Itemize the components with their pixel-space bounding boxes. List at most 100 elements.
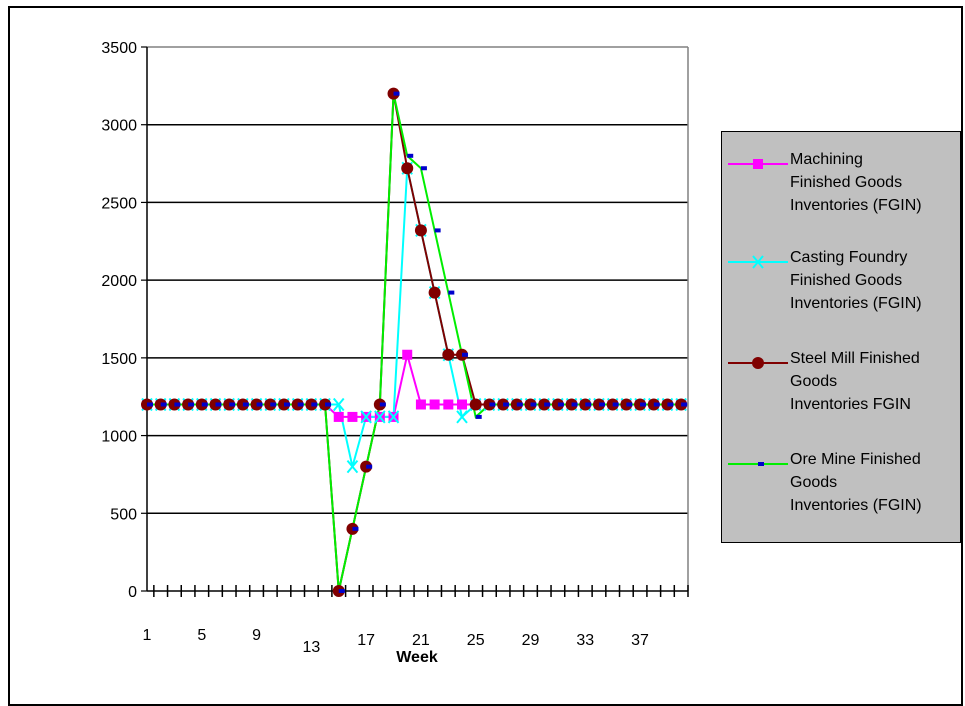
point-steel-mill-week-20 bbox=[401, 162, 414, 175]
legend-swatch-steel-mill bbox=[728, 357, 788, 369]
point-machining-week-21 bbox=[415, 399, 426, 410]
y-tick-label-3000: 3000 bbox=[101, 118, 137, 135]
point-ore-mine-week-11 bbox=[283, 402, 290, 407]
y-tick-label-2000: 2000 bbox=[101, 273, 137, 290]
legend-swatch-casting-foundry bbox=[728, 255, 788, 269]
point-ore-mine-week-19 bbox=[393, 91, 400, 96]
series-line-casting-foundry bbox=[147, 168, 682, 467]
point-ore-mine-week-33 bbox=[585, 402, 592, 407]
legend-label-steel-mill: Steel Mill Finished Goods Inventories FG… bbox=[790, 350, 920, 413]
point-ore-mine-week-30 bbox=[544, 402, 551, 407]
series-markers-casting-foundry bbox=[141, 161, 687, 474]
point-ore-mine-week-2 bbox=[160, 402, 167, 407]
legend-swatch-machining bbox=[728, 159, 788, 169]
legend-label-ore-mine: Ore Mine Finished Goods Inventories (FGI… bbox=[790, 451, 922, 514]
point-ore-mine-week-20 bbox=[407, 153, 414, 158]
point-ore-mine-week-21 bbox=[420, 166, 427, 171]
point-steel-mill-week-25 bbox=[469, 398, 482, 411]
point-ore-mine-week-34 bbox=[598, 402, 605, 407]
series-markers-ore-mine bbox=[147, 91, 688, 593]
gridlines bbox=[147, 123, 688, 515]
point-ore-mine-week-26 bbox=[489, 402, 496, 407]
x-tick-label-17: 17 bbox=[357, 632, 375, 649]
legend: Machining Finished Goods Inventories (FG… bbox=[721, 131, 961, 543]
point-ore-mine-week-24 bbox=[462, 352, 469, 357]
series-line-ore-mine bbox=[147, 93, 682, 592]
point-ore-mine-week-16 bbox=[352, 526, 359, 531]
x-tick-label-13: 13 bbox=[302, 639, 320, 656]
point-ore-mine-week-35 bbox=[612, 402, 619, 407]
y-tick-label-1500: 1500 bbox=[101, 351, 137, 368]
tick-labels: 0 500 1000 1500 2000 2500 3000 3500 1 5 9 13 17 21 25 2… bbox=[101, 40, 649, 656]
x-axis-title: Week bbox=[396, 649, 438, 666]
point-ore-mine-week-23 bbox=[448, 290, 455, 295]
point-ore-mine-week-6 bbox=[215, 402, 222, 407]
point-ore-mine-week-3 bbox=[174, 402, 181, 407]
series-markers-machining bbox=[142, 349, 687, 422]
point-ore-mine-week-39 bbox=[667, 402, 674, 407]
point-ore-mine-week-1 bbox=[147, 402, 153, 407]
point-ore-mine-week-7 bbox=[229, 402, 236, 407]
point-casting-foundry-week-19 bbox=[387, 410, 400, 424]
point-casting-foundry-week-24 bbox=[456, 410, 468, 424]
x-tick-label-1: 1 bbox=[143, 627, 152, 644]
legend-marker-steel-mill bbox=[752, 357, 764, 369]
point-ore-mine-week-22 bbox=[434, 228, 441, 233]
point-ore-mine-week-4 bbox=[188, 402, 195, 407]
legend-label-casting-foundry: Casting Foundry Finished Goods Inventori… bbox=[790, 249, 922, 312]
legend-label-machining: Machining Finished Goods Inventories (FG… bbox=[790, 151, 922, 214]
point-ore-mine-week-12 bbox=[297, 402, 304, 407]
y-tick-label-1000: 1000 bbox=[101, 429, 137, 446]
point-steel-mill-week-23 bbox=[442, 348, 455, 361]
point-ore-mine-week-5 bbox=[201, 402, 208, 407]
y-tick-label-2500: 2500 bbox=[101, 195, 137, 212]
point-machining-week-20 bbox=[402, 349, 413, 360]
series-markers-steel-mill bbox=[141, 87, 688, 597]
point-ore-mine-week-31 bbox=[557, 402, 564, 407]
point-ore-mine-week-32 bbox=[571, 402, 578, 407]
point-ore-mine-week-37 bbox=[640, 402, 647, 407]
series-lines bbox=[147, 93, 682, 592]
legend-marker-machining bbox=[753, 159, 763, 169]
point-ore-mine-week-18 bbox=[379, 402, 386, 407]
y-tick-label-500: 500 bbox=[110, 506, 137, 523]
point-casting-foundry-week-18 bbox=[374, 410, 386, 424]
legend-swatch-ore-mine bbox=[728, 462, 788, 466]
series-markers bbox=[141, 87, 688, 597]
point-machining-week-16 bbox=[347, 411, 358, 422]
point-ore-mine-week-17 bbox=[366, 464, 373, 469]
point-steel-mill-week-22 bbox=[428, 286, 441, 299]
point-ore-mine-week-40 bbox=[681, 402, 688, 407]
y-tick-label-0: 0 bbox=[128, 584, 137, 601]
point-machining-week-23 bbox=[443, 399, 454, 410]
legend-marker-ore-mine bbox=[758, 462, 764, 466]
point-ore-mine-week-38 bbox=[653, 402, 660, 407]
point-machining-week-15 bbox=[333, 411, 344, 422]
series-line-steel-mill bbox=[147, 93, 682, 592]
point-ore-mine-week-15 bbox=[338, 589, 345, 593]
x-tick-label-9: 9 bbox=[252, 627, 261, 644]
point-ore-mine-week-9 bbox=[256, 402, 263, 407]
point-machining-week-24 bbox=[457, 399, 468, 410]
point-ore-mine-week-14 bbox=[325, 402, 332, 407]
x-tick-label-37: 37 bbox=[631, 632, 649, 649]
point-casting-foundry-week-16 bbox=[346, 460, 359, 474]
point-casting-foundry-week-15 bbox=[332, 397, 345, 412]
point-casting-foundry-week-17 bbox=[360, 410, 372, 424]
x-tick-label-33: 33 bbox=[576, 632, 594, 649]
point-ore-mine-week-36 bbox=[626, 402, 633, 407]
point-steel-mill-week-21 bbox=[414, 224, 427, 237]
x-tick-label-25: 25 bbox=[467, 632, 485, 649]
point-ore-mine-week-29 bbox=[530, 402, 537, 407]
axes bbox=[141, 46, 689, 597]
legend-marker-casting-foundry bbox=[752, 255, 764, 269]
point-ore-mine-week-27 bbox=[503, 402, 510, 407]
point-ore-mine-week-13 bbox=[311, 402, 318, 407]
x-tick-label-29: 29 bbox=[522, 632, 540, 649]
point-ore-mine-week-8 bbox=[242, 402, 249, 407]
point-ore-mine-week-10 bbox=[270, 402, 277, 407]
point-machining-week-22 bbox=[429, 399, 440, 410]
point-ore-mine-week-28 bbox=[516, 402, 523, 407]
y-tick-label-3500: 3500 bbox=[101, 40, 137, 57]
